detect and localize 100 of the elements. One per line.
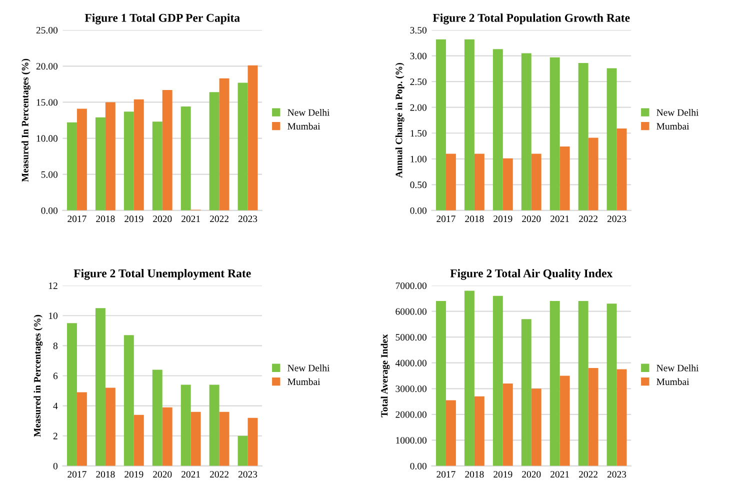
- bar: [209, 384, 220, 466]
- bar: [474, 154, 484, 210]
- y-tick-label: 1.00: [410, 156, 426, 162]
- y-tick-label: 5.00: [41, 171, 58, 178]
- legend-label: Mumbai: [288, 122, 320, 130]
- bar: [95, 308, 106, 466]
- y-tick-label: 3.00: [410, 52, 426, 60]
- y-tick-label: 3.50: [410, 26, 426, 34]
- y-tick-label: 1000.00: [396, 437, 426, 444]
- bar: [238, 436, 248, 466]
- bar: [436, 301, 446, 466]
- bar: [446, 400, 456, 466]
- bar: [105, 388, 116, 466]
- x-tick-label: 2020: [522, 471, 541, 478]
- y-tick-label: 3000.00: [396, 386, 426, 392]
- x-tick-label: 2022: [578, 216, 598, 222]
- bar: [180, 384, 191, 466]
- bar: [124, 335, 134, 466]
- chart-title: Figure 2 Total Air Quality Index: [450, 269, 613, 280]
- x-tick-label: 2020: [522, 216, 541, 222]
- y-tick-label: 0: [53, 462, 58, 470]
- bar: [578, 63, 588, 210]
- x-tick-label: 2023: [607, 216, 626, 222]
- legend-label: New Delhi: [288, 108, 330, 116]
- x-tick-label: 2018: [96, 471, 115, 478]
- y-tick-label: 15.00: [36, 99, 58, 106]
- x-tick-label: 2023: [607, 471, 626, 478]
- x-tick-label: 2017: [436, 471, 456, 478]
- legend-label: New Delhi: [288, 364, 330, 372]
- y-axis-title: Measured in Percentages (%): [34, 314, 43, 437]
- bar: [436, 39, 446, 210]
- bar: [76, 108, 87, 210]
- x-tick-label: 2021: [182, 216, 200, 222]
- bar: [67, 323, 77, 466]
- x-tick-label: 2019: [494, 471, 512, 478]
- y-tick-label: 10: [49, 312, 58, 320]
- x-tick-label: 2020: [153, 471, 172, 478]
- x-tick-label: 2022: [210, 471, 228, 478]
- bar: [521, 53, 532, 210]
- y-tick-label: 10.00: [36, 135, 58, 142]
- bar: [134, 99, 144, 210]
- chart-title: Figure 2 Total Unemployment Rate: [74, 269, 251, 280]
- x-tick-label: 2019: [124, 471, 144, 478]
- chart-title: Figure 1 Total GDP Per Capita: [84, 14, 240, 24]
- bar: [578, 301, 588, 466]
- bar: [152, 370, 162, 466]
- legend-label: Mumbai: [656, 122, 690, 130]
- x-tick-label: 2021: [550, 216, 569, 222]
- bar: [219, 78, 230, 210]
- x-tick-label: 2022: [578, 471, 598, 478]
- legend-label: Mumbai: [656, 378, 690, 386]
- bar: [606, 68, 617, 210]
- bar: [550, 57, 560, 210]
- bar: [606, 304, 617, 466]
- bar: [616, 128, 627, 210]
- y-tick-label: 6: [53, 372, 58, 380]
- x-tick-label: 2017: [68, 216, 86, 222]
- legend-label: New Delhi: [656, 364, 699, 372]
- bar: [474, 396, 484, 466]
- y-tick-label: 2.50: [410, 78, 426, 86]
- bar: [550, 301, 560, 466]
- bar: [531, 154, 542, 210]
- y-axis-title: Annual Change in Pop. (%): [395, 62, 404, 178]
- bar: [248, 65, 258, 210]
- x-tick-label: 2019: [124, 216, 144, 222]
- bar: [180, 106, 191, 210]
- legend-label: New Delhi: [656, 108, 699, 116]
- chart-title: Figure 2 Total Population Growth Rate: [432, 14, 630, 24]
- bar: [124, 112, 134, 210]
- bar: [134, 414, 144, 466]
- bar: [162, 90, 172, 210]
- bar: [105, 102, 116, 210]
- y-tick-label: 8: [53, 342, 58, 350]
- bar: [464, 39, 474, 210]
- bar: [219, 412, 230, 466]
- y-tick-label: 0.00: [410, 207, 426, 214]
- y-tick-label: 12: [49, 282, 58, 289]
- y-tick-label: 2.00: [410, 104, 426, 111]
- bar: [152, 122, 162, 210]
- bar: [588, 368, 598, 466]
- bar: [464, 290, 474, 466]
- x-tick-label: 2020: [153, 216, 172, 222]
- x-tick-label: 2018: [465, 471, 484, 478]
- x-tick-label: 2018: [465, 216, 484, 222]
- bar: [502, 383, 513, 466]
- y-tick-label: 0.00: [41, 207, 58, 214]
- bar: [560, 146, 570, 210]
- y-tick-label: 25.00: [36, 26, 58, 34]
- bar: [616, 369, 627, 466]
- x-tick-label: 2019: [494, 216, 512, 222]
- y-tick-label: 1.50: [410, 130, 426, 137]
- x-tick-label: 2023: [238, 216, 258, 222]
- bar: [238, 82, 248, 210]
- y-tick-label: 20.00: [36, 63, 58, 70]
- x-tick-label: 2021: [550, 471, 569, 478]
- y-tick-label: 0.50: [410, 182, 426, 188]
- x-tick-label: 2017: [436, 216, 456, 222]
- x-tick-label: 2021: [182, 471, 200, 478]
- bar: [492, 49, 503, 210]
- y-axis-title: Measured In Percentages (%): [22, 58, 30, 182]
